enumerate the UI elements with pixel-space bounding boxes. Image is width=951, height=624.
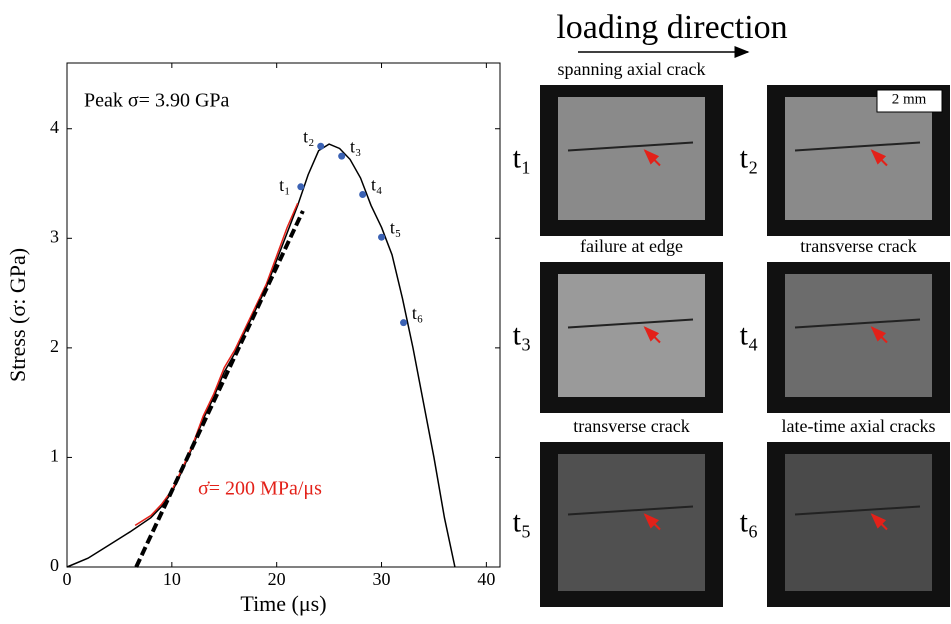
time-marker — [359, 190, 367, 198]
crack — [567, 141, 694, 152]
y-axis-label: Stress (σ: GPa) — [5, 248, 30, 382]
time-marker — [378, 233, 386, 241]
time-marker — [400, 319, 408, 327]
panel-caption: late-time axial cracks — [782, 416, 936, 436]
data-line — [66, 143, 456, 568]
time-label: t₁ — [279, 175, 290, 195]
image-specimen — [785, 274, 932, 397]
data-line — [134, 202, 299, 527]
crack-arrow — [643, 149, 661, 167]
panel-caption: transverse crack — [573, 416, 689, 436]
crack — [794, 505, 921, 516]
crack-arrow — [643, 326, 661, 344]
time-label: t₃ — [350, 136, 361, 156]
image-specimen — [785, 454, 932, 591]
panel-label: t₃ — [513, 318, 532, 351]
x-tick-label: 0 — [63, 569, 72, 589]
crack-arrow — [870, 513, 888, 531]
y-tick-label: 3 — [50, 226, 59, 246]
time-label: t₅ — [390, 217, 401, 237]
image-specimen — [558, 454, 705, 591]
crack-arrow — [870, 149, 888, 167]
panel-label: t₄ — [740, 318, 759, 351]
crack — [794, 318, 921, 329]
crack-arrow — [870, 326, 888, 344]
panel-label: t₆ — [740, 505, 759, 538]
time-label: t₂ — [303, 126, 314, 146]
crack — [794, 141, 921, 152]
time-label: t₄ — [371, 175, 382, 195]
annotation: Peak σ= 3.90 GPa — [84, 90, 230, 112]
panel-label: t₅ — [513, 505, 532, 538]
panel-caption: spanning axial crack — [558, 59, 706, 79]
y-tick-label: 1 — [50, 446, 59, 466]
plot-frame — [66, 62, 501, 568]
image-specimen — [785, 97, 932, 220]
crack — [567, 318, 694, 329]
scale-bar-box — [876, 89, 943, 113]
time-label: t₆ — [412, 303, 423, 323]
panel-label: t₁ — [513, 141, 532, 174]
x-axis-label: Time (μs) — [240, 591, 326, 616]
y-tick-label: 0 — [50, 555, 59, 575]
annotation: σ̇= 200 MPa/μs — [198, 478, 322, 500]
crack — [567, 505, 694, 516]
x-tick-label: 10 — [163, 569, 181, 589]
panel-label: t₂ — [740, 141, 759, 174]
image-specimen — [558, 97, 705, 220]
x-tick-label: 30 — [373, 569, 391, 589]
y-tick-label: 4 — [50, 117, 59, 137]
images-title: loading direction — [556, 9, 787, 46]
panel-caption: failure at edge — [580, 236, 683, 256]
crack-arrow — [643, 513, 661, 531]
fit-line — [134, 210, 305, 568]
x-tick-label: 40 — [477, 569, 495, 589]
scale-bar-label: 2 mm — [892, 91, 927, 107]
time-marker — [297, 183, 305, 191]
time-marker — [338, 152, 346, 160]
panel-caption: transverse crack — [800, 236, 916, 256]
time-marker — [317, 142, 325, 150]
image-specimen — [558, 274, 705, 397]
x-tick-label: 20 — [268, 569, 286, 589]
y-tick-label: 2 — [50, 336, 59, 356]
